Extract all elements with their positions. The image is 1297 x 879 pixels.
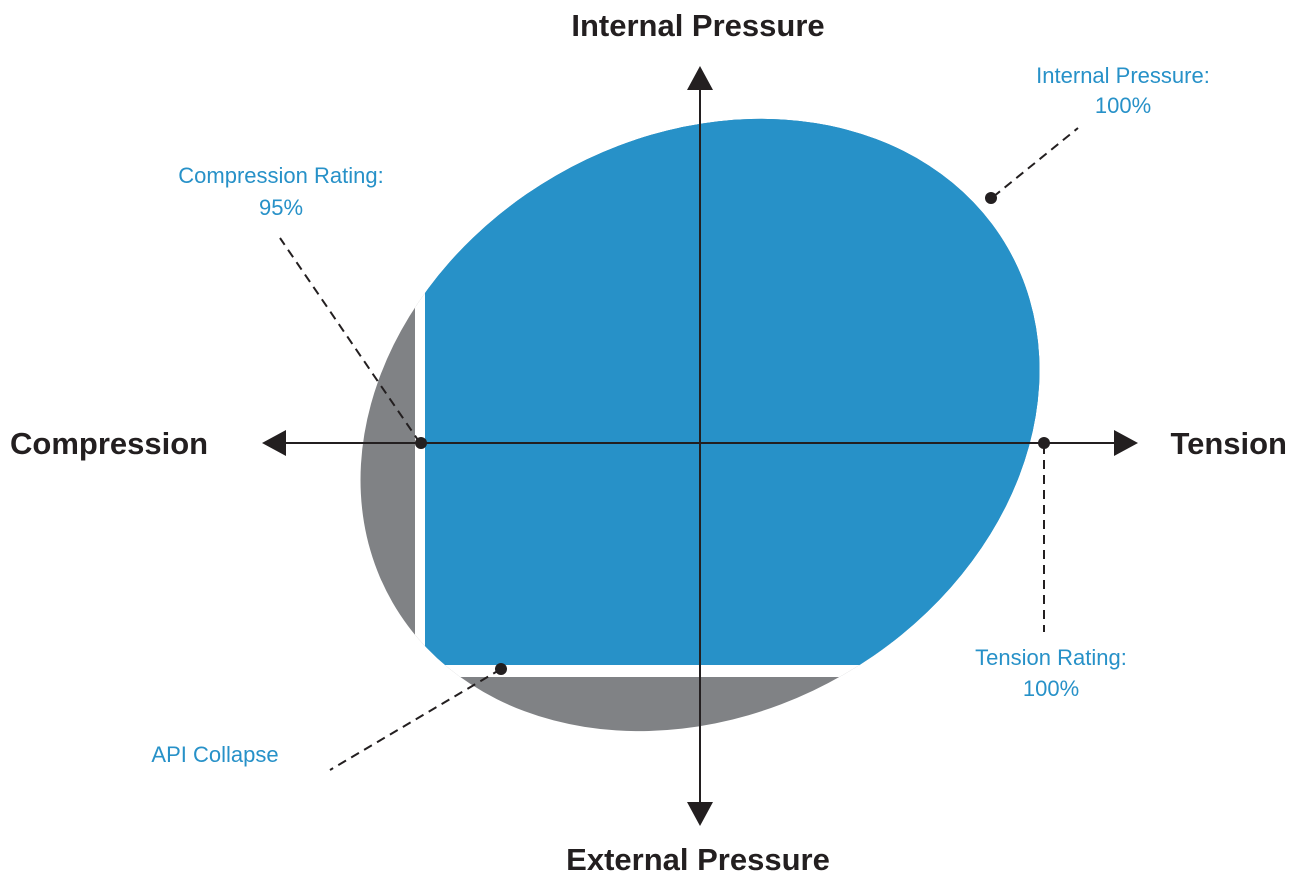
axis-title-bottom: External Pressure: [566, 842, 830, 877]
arrow-down-icon: [687, 802, 713, 826]
internal-pressure-value: 100%: [1095, 93, 1151, 118]
internal-pressure-point: [985, 192, 997, 204]
api-collapse-label: API Collapse: [151, 742, 278, 767]
axis-title-left: Compression: [10, 426, 208, 461]
arrow-right-icon: [1114, 430, 1138, 456]
tension-rating-point: [1038, 437, 1050, 449]
axis-title-right: Tension: [1170, 426, 1287, 461]
compression-rating-label: Compression Rating:: [178, 163, 383, 188]
envelope-fill-top: [425, 0, 1152, 665]
tension-rating-value: 100%: [1023, 676, 1079, 701]
leader-api-collapse: [329, 668, 502, 771]
compression-rating-point: [415, 437, 427, 449]
rated-envelope: [415, 0, 1152, 677]
compression-rating-value: 95%: [259, 195, 303, 220]
internal-pressure-label: Internal Pressure:: [1036, 63, 1210, 88]
api-collapse-point: [495, 663, 507, 675]
leader-compression-rating: [279, 237, 421, 444]
arrow-up-icon: [687, 66, 713, 90]
leader-internal-pressure: [992, 127, 1079, 198]
tension-rating-label: Tension Rating:: [975, 645, 1127, 670]
axis-title-top: Internal Pressure: [571, 8, 824, 43]
arrow-left-icon: [262, 430, 286, 456]
